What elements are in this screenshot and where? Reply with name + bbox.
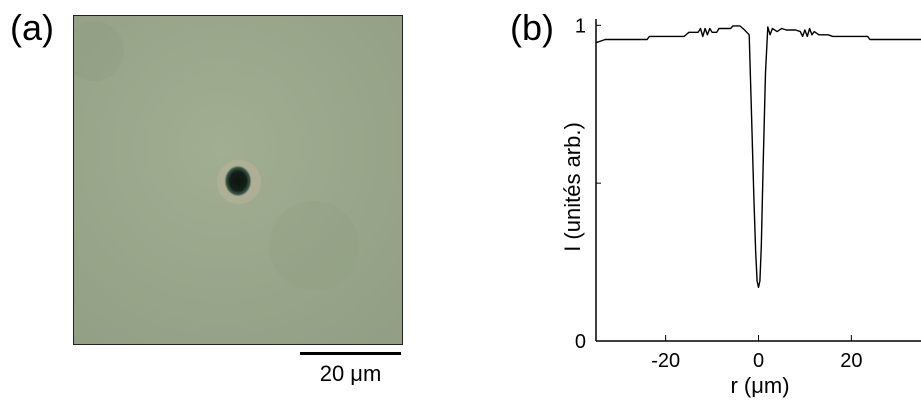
scale-bar-label: 20 μm xyxy=(319,361,382,386)
micrograph-svg xyxy=(74,16,402,344)
chart-series xyxy=(595,25,921,288)
x-tick-label: 0 xyxy=(753,350,764,372)
x-tick-label: -20 xyxy=(651,350,680,372)
intensity-profile-line xyxy=(595,25,921,288)
x-axis-label: r (μm) xyxy=(730,373,789,398)
panel-label-b: (b) xyxy=(510,7,554,48)
micrograph-image xyxy=(73,15,403,345)
chart-axes xyxy=(595,19,921,342)
y-tick-label: 1 xyxy=(575,15,586,37)
panel-label-a: (a) xyxy=(10,7,54,48)
chart-ticks: -20 0 20 0 1 xyxy=(575,15,863,372)
blur-spot xyxy=(74,21,124,81)
x-tick-label: 20 xyxy=(840,350,862,372)
particle xyxy=(224,165,252,197)
y-axis-label: I (unités arb.) xyxy=(560,122,585,252)
y-tick-label: 0 xyxy=(575,331,586,353)
intensity-profile-chart: -20 0 20 0 1 r (μm) I (unités arb.) xyxy=(560,15,921,398)
scale-bar xyxy=(300,352,401,355)
blur-spot xyxy=(269,201,359,291)
